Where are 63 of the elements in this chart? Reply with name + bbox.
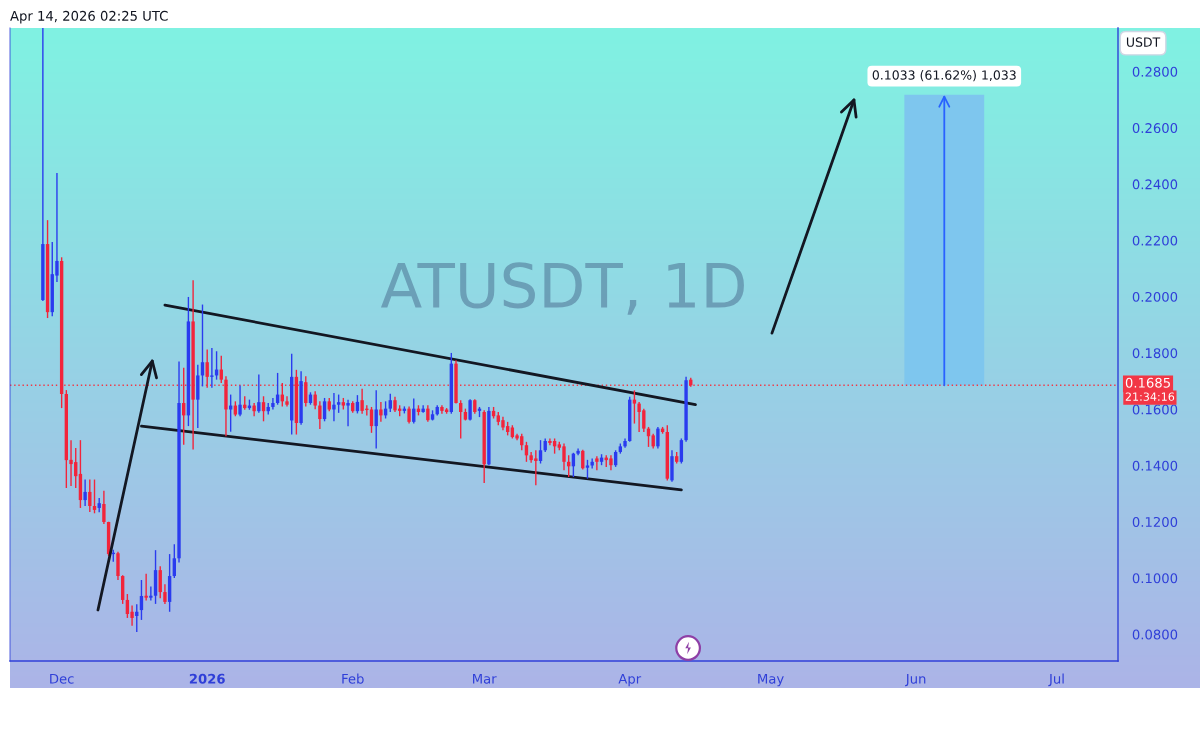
x-tick-label: Jul <box>1048 673 1064 687</box>
y-tick-label: 0.0800 <box>1132 629 1178 640</box>
candlestick <box>238 384 242 417</box>
text: 21:34:16 <box>1125 392 1175 401</box>
candlestick <box>632 389 637 425</box>
candlestick <box>261 395 266 422</box>
candlestick <box>92 478 97 514</box>
candlestick <box>336 393 341 414</box>
candlestick <box>149 585 153 602</box>
candlestick <box>210 347 214 389</box>
y-tick-label: 0.2200 <box>1132 235 1178 246</box>
data-label: 0.1033 (61.62%) 1,033 <box>872 70 1016 82</box>
candlestick <box>257 373 261 414</box>
candlestick <box>144 573 148 602</box>
candlestick <box>83 478 87 507</box>
candlestick <box>590 457 594 470</box>
ref-line-label: 0.1685 <box>1125 377 1170 388</box>
candlestick <box>313 390 317 410</box>
candlestick <box>69 439 73 487</box>
candlestick <box>388 393 392 413</box>
candlestick <box>304 375 308 408</box>
y-tick-label: 0.2800 <box>1132 66 1178 77</box>
x-tick-label: 2026 <box>189 673 225 684</box>
candlestick <box>548 437 552 446</box>
candlestick <box>88 478 92 513</box>
candlestick <box>562 442 566 471</box>
text: ATUSDT, 1D <box>380 262 744 315</box>
y-tick-label: 0.1400 <box>1132 460 1178 471</box>
candlestick <box>163 583 167 605</box>
candlestick <box>322 397 327 422</box>
x-tick-label: Feb <box>342 673 364 684</box>
y-tick-label: 0.1000 <box>1132 573 1178 584</box>
candlestick <box>656 426 660 450</box>
y-tick-label: 0.2400 <box>1132 179 1178 190</box>
y-tick-label: 0.1200 <box>1132 516 1178 527</box>
x-tick-label: Dec <box>50 673 74 684</box>
candlestick <box>421 404 425 414</box>
candlestick <box>538 439 543 465</box>
candlestick <box>172 543 177 579</box>
candlestick <box>130 604 134 627</box>
candlestick <box>679 437 684 465</box>
candlestick <box>595 455 599 471</box>
candlestick <box>116 551 120 581</box>
y-axis-title: USDT <box>1126 37 1161 47</box>
candlestick <box>318 400 322 430</box>
y-tick-label: 0.2600 <box>1132 123 1178 134</box>
y-tick-label: 0.1800 <box>1132 348 1178 359</box>
x-tick-label: Mar <box>473 673 497 684</box>
candlestick <box>585 459 590 480</box>
x-tick-label: Jun <box>905 673 926 687</box>
candlestick <box>379 401 383 423</box>
text: Apr 14, 2026 02:25 UTC <box>10 10 168 24</box>
y-tick-label: 0.1600 <box>1132 404 1178 415</box>
candlestick <box>205 348 209 389</box>
candlestick <box>346 398 350 428</box>
candlestick <box>459 399 463 440</box>
candlestick <box>369 406 374 434</box>
x-tick-label: Apr <box>618 673 642 687</box>
x-tick-label: May <box>758 673 784 687</box>
y-tick-label: 0.2000 <box>1132 291 1178 302</box>
candlestick <box>332 392 336 422</box>
candlestick <box>102 490 106 525</box>
candlestick <box>374 389 378 450</box>
